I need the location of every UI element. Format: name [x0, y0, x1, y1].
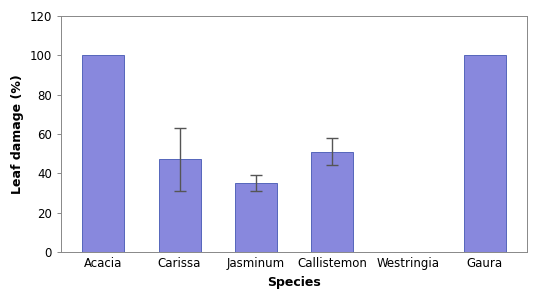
Bar — [159, 160, 201, 252]
Bar — [235, 183, 277, 252]
X-axis label: Species: Species — [267, 276, 321, 289]
Bar — [82, 56, 124, 252]
Bar — [311, 152, 353, 252]
Bar — [464, 56, 506, 252]
Y-axis label: Leaf damage (%): Leaf damage (%) — [11, 74, 24, 194]
